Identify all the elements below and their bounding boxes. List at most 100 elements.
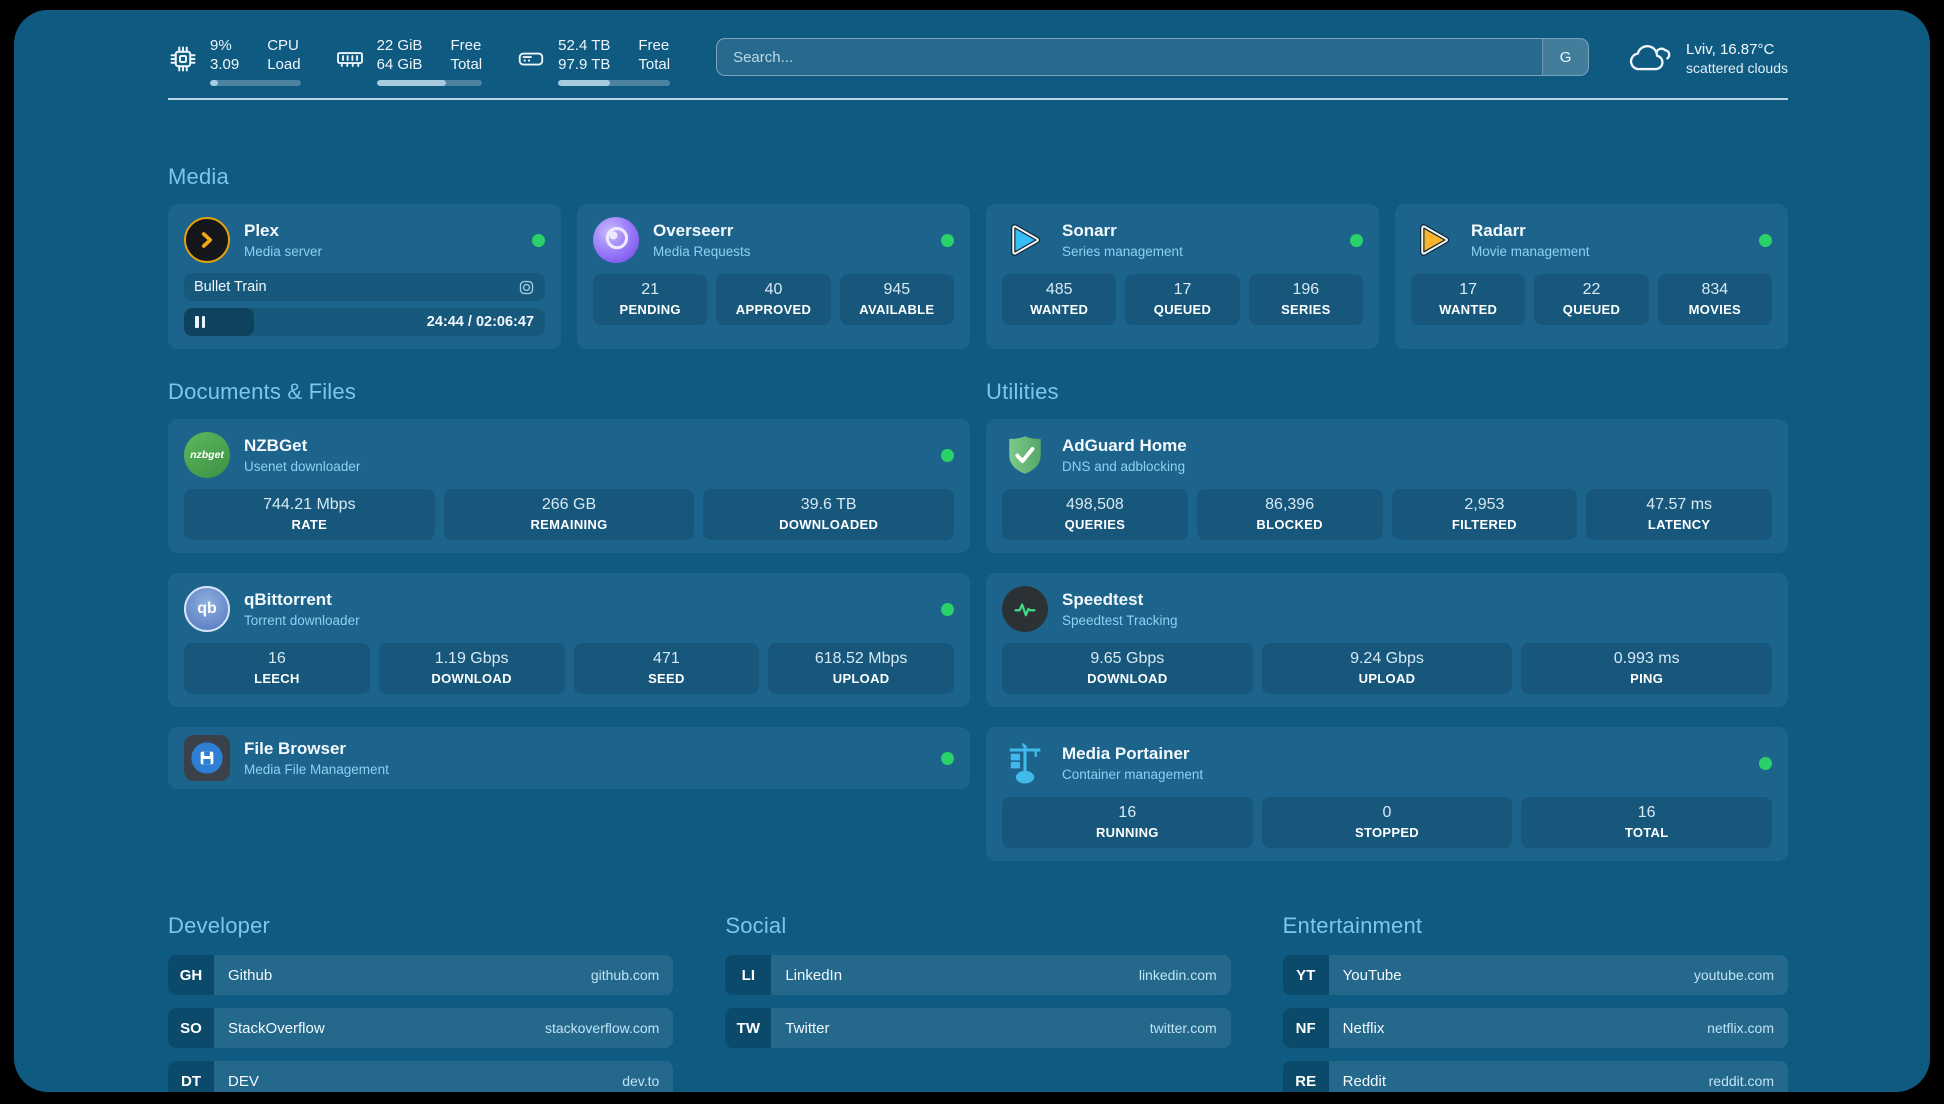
search-bar: G — [716, 38, 1590, 76]
stat-tile: 498,508 QUERIES — [1002, 489, 1188, 540]
bookmark-name: YouTube — [1342, 966, 1402, 984]
section-utilities: Utilities — [986, 379, 1788, 861]
app-card-adguard[interactable]: AdGuard Home DNS and adblocking 498,508 … — [986, 419, 1788, 553]
dev-abbr-icon: DT — [168, 1061, 214, 1092]
stat-tile: 40 APPROVED — [716, 274, 831, 325]
stat-tile: 16 LEECH — [184, 643, 370, 694]
top-bar: 9% 3.09 CPU Load — [168, 36, 1788, 86]
qbittorrent-icon: qb — [184, 586, 230, 632]
app-card-overseerr[interactable]: Overseerr Media Requests 21 PENDING 40 A… — [577, 204, 970, 349]
app-card-filebrowser[interactable]: File Browser Media File Management — [168, 727, 970, 789]
section-media: Media Plex Media server — [168, 164, 1788, 349]
stat-tile: 266 GB REMAINING — [443, 489, 695, 540]
stat-tile: 485 WANTED — [1002, 274, 1117, 325]
weather-condition: scattered clouds — [1686, 60, 1788, 76]
bookmark-youtube[interactable]: YT YouTube youtube.com — [1282, 955, 1788, 995]
dashboard-page: 9% 3.09 CPU Load — [14, 10, 1930, 1092]
app-card-qbittorrent[interactable]: qb qBittorrent Torrent downloader 16 — [168, 573, 970, 707]
memory-progress-bar — [376, 80, 483, 86]
app-name: Speedtest — [1062, 590, 1144, 609]
bookmark-name: Netflix — [1342, 1019, 1385, 1037]
bookmark-netflix[interactable]: NF Netflix netflix.com — [1282, 1008, 1788, 1048]
section-title-utilities: Utilities — [986, 379, 1059, 404]
plex-icon — [184, 217, 230, 263]
bookmark-url: reddit.com — [1708, 1073, 1774, 1089]
bookmark-url: linkedin.com — [1138, 967, 1217, 983]
app-name: File Browser — [244, 739, 347, 758]
ram-icon — [335, 44, 365, 74]
bookmark-name: StackOverflow — [228, 1019, 325, 1037]
bookmark-url: dev.to — [622, 1073, 660, 1089]
filebrowser-icon — [184, 735, 230, 781]
bookmark-name: DEV — [228, 1072, 259, 1090]
status-online-dot — [1759, 756, 1772, 770]
linkedin-abbr-icon: LI — [725, 955, 772, 995]
app-name: NZBGet — [244, 436, 308, 455]
app-name: Radarr — [1471, 221, 1526, 240]
section-documents: Documents & Files nzbget NZBGet Usenet d… — [168, 379, 970, 789]
stat-tile: 17 WANTED — [1411, 274, 1526, 325]
app-card-portainer[interactable]: Media Portainer Container management 16 … — [986, 727, 1788, 861]
bookmark-group-developer: Developer GH Github github.com SO StackO… — [168, 913, 674, 1092]
app-card-nzbget[interactable]: nzbget NZBGet Usenet downloader 744.21 M… — [168, 419, 970, 553]
bookmark-group-social: Social LI LinkedIn linkedin.com TW Twitt… — [725, 913, 1231, 1092]
nzbget-icon: nzbget — [184, 432, 230, 478]
section-title-entertainment: Entertainment — [1282, 913, 1423, 938]
memory-labels: Free Total — [450, 37, 483, 73]
disk-icon — [516, 44, 546, 74]
stat-tile: 47.57 ms LATENCY — [1586, 489, 1772, 540]
stat-tile: 618.52 Mbps UPLOAD — [768, 643, 954, 694]
bookmark-twitter[interactable]: TW Twitter twitter.com — [725, 1008, 1231, 1048]
disk-values: 52.4 TB 97.9 TB — [558, 37, 611, 73]
youtube-abbr-icon: YT — [1282, 955, 1329, 995]
bookmark-github[interactable]: GH Github github.com — [168, 955, 674, 995]
memory-widget: 22 GiB 64 GiB Free Total — [335, 36, 483, 86]
stat-tile: 9.65 Gbps DOWNLOAD — [1002, 643, 1253, 694]
now-playing-row: Bullet Train — [184, 273, 545, 301]
section-title-media: Media — [168, 164, 229, 189]
weather-location-temp: Lviv, 16.87°C — [1686, 41, 1775, 58]
app-name: Sonarr — [1062, 221, 1117, 240]
app-subtitle: Usenet downloader — [244, 459, 361, 474]
bookmark-dev[interactable]: DT DEV dev.to — [168, 1061, 674, 1092]
portainer-icon — [1002, 740, 1048, 786]
app-card-speedtest[interactable]: Speedtest Speedtest Tracking 9.65 Gbps D… — [986, 573, 1788, 707]
app-name: Media Portainer — [1062, 744, 1190, 763]
bookmark-name: Reddit — [1342, 1072, 1387, 1090]
search-engine-button[interactable]: G — [1542, 39, 1589, 75]
bookmark-linkedin[interactable]: LI LinkedIn linkedin.com — [725, 955, 1231, 995]
stat-tile: 471 SEED — [573, 643, 760, 694]
now-playing-title: Bullet Train — [194, 279, 267, 295]
stackoverflow-abbr-icon: SO — [168, 1008, 214, 1048]
stat-tile: 22 QUEUED — [1534, 274, 1649, 325]
bookmark-reddit[interactable]: RE Reddit reddit.com — [1282, 1061, 1788, 1092]
bookmark-stackoverflow[interactable]: SO StackOverflow stackoverflow.com — [168, 1008, 674, 1048]
app-card-radarr[interactable]: Radarr Movie management 17 WANTED 22 QUE… — [1395, 204, 1788, 349]
stat-tile: 744.21 Mbps RATE — [184, 489, 435, 540]
bookmark-name: LinkedIn — [785, 966, 843, 984]
app-subtitle: Media Requests — [653, 244, 751, 259]
cpu-values: 9% 3.09 — [210, 37, 240, 73]
search-input[interactable] — [717, 39, 1543, 75]
stat-tile: 39.6 TB DOWNLOADED — [703, 489, 954, 540]
bookmark-url: netflix.com — [1707, 1020, 1774, 1036]
disk-labels: Free Total — [638, 37, 671, 73]
stat-tile: 16 RUNNING — [1002, 797, 1253, 848]
status-online-dot — [941, 233, 954, 247]
app-card-sonarr[interactable]: Sonarr Series management 485 WANTED 17 Q… — [986, 204, 1379, 349]
bookmark-name: Github — [228, 966, 273, 984]
app-card-plex[interactable]: Plex Media server Bullet Train — [168, 204, 561, 349]
stat-tile: 0.993 ms PING — [1521, 643, 1772, 694]
app-subtitle: Speedtest Tracking — [1062, 613, 1178, 628]
adguard-icon — [1002, 432, 1048, 478]
cpu-widget: 9% 3.09 CPU Load — [168, 36, 301, 86]
section-title-social: Social — [725, 913, 787, 938]
pause-icon[interactable] — [195, 316, 205, 328]
disk-widget: 52.4 TB 97.9 TB Free Total — [516, 36, 671, 86]
stat-tile: 196 SERIES — [1248, 274, 1363, 325]
bookmark-url: twitter.com — [1149, 1020, 1217, 1036]
section-title-documents: Documents & Files — [168, 379, 357, 404]
app-name: Plex — [244, 221, 279, 240]
section-title-developer: Developer — [168, 913, 271, 938]
stat-tile: 86,396 BLOCKED — [1196, 489, 1383, 540]
